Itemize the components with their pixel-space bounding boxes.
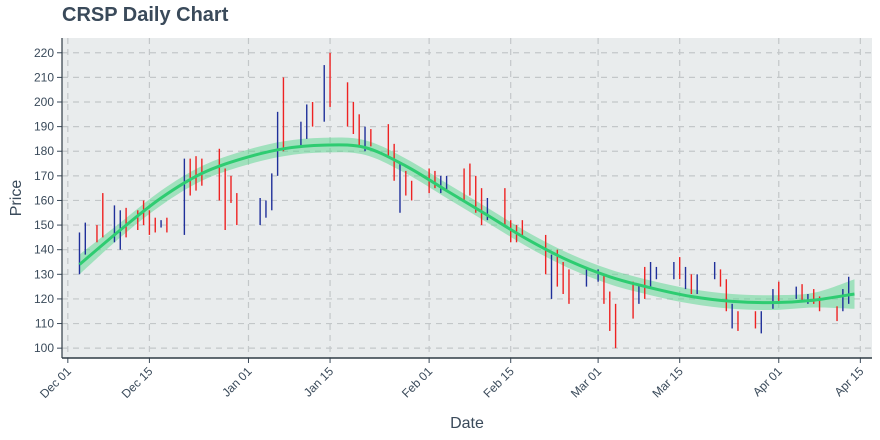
- ohlc-bars: [78, 52, 850, 349]
- chart-title: CRSP Daily Chart: [62, 4, 229, 26]
- gridlines: [62, 38, 872, 358]
- x-tick-label: Dec 15: [119, 364, 156, 401]
- x-tick-label: Jan 01: [219, 364, 255, 400]
- x-tick-label: Apr 15: [832, 364, 867, 399]
- y-tick-label: 130: [34, 267, 54, 281]
- y-tick-label: 180: [34, 144, 54, 158]
- y-tick-label: 110: [35, 317, 54, 331]
- x-tick-label: Feb 15: [481, 364, 518, 401]
- y-tick-label: 120: [34, 292, 54, 306]
- x-tick-label: Dec 01: [37, 364, 74, 401]
- y-tick-label: 200: [34, 95, 54, 109]
- trend-line: [78, 143, 855, 305]
- x-tick-label: Mar 15: [650, 364, 687, 401]
- x-tick-label: Apr 01: [750, 364, 785, 399]
- y-tick-label: 140: [34, 243, 54, 257]
- x-tick-label: Mar 01: [568, 364, 605, 401]
- y-tick-label: 160: [34, 193, 54, 207]
- x-axis-label: Date: [450, 415, 484, 432]
- y-tick-label: 150: [34, 218, 54, 232]
- trend-curve: [78, 143, 855, 305]
- y-tick-label: 190: [34, 120, 54, 134]
- y-tick-label: 220: [34, 46, 54, 60]
- y-axis-label: Price: [8, 180, 25, 217]
- y-tick-label: 170: [34, 169, 54, 183]
- x-tick-label: Jan 15: [301, 364, 337, 400]
- y-tick-label: 100: [34, 341, 54, 355]
- y-tick-label: 210: [34, 70, 54, 84]
- x-tick-label: Feb 01: [399, 364, 436, 401]
